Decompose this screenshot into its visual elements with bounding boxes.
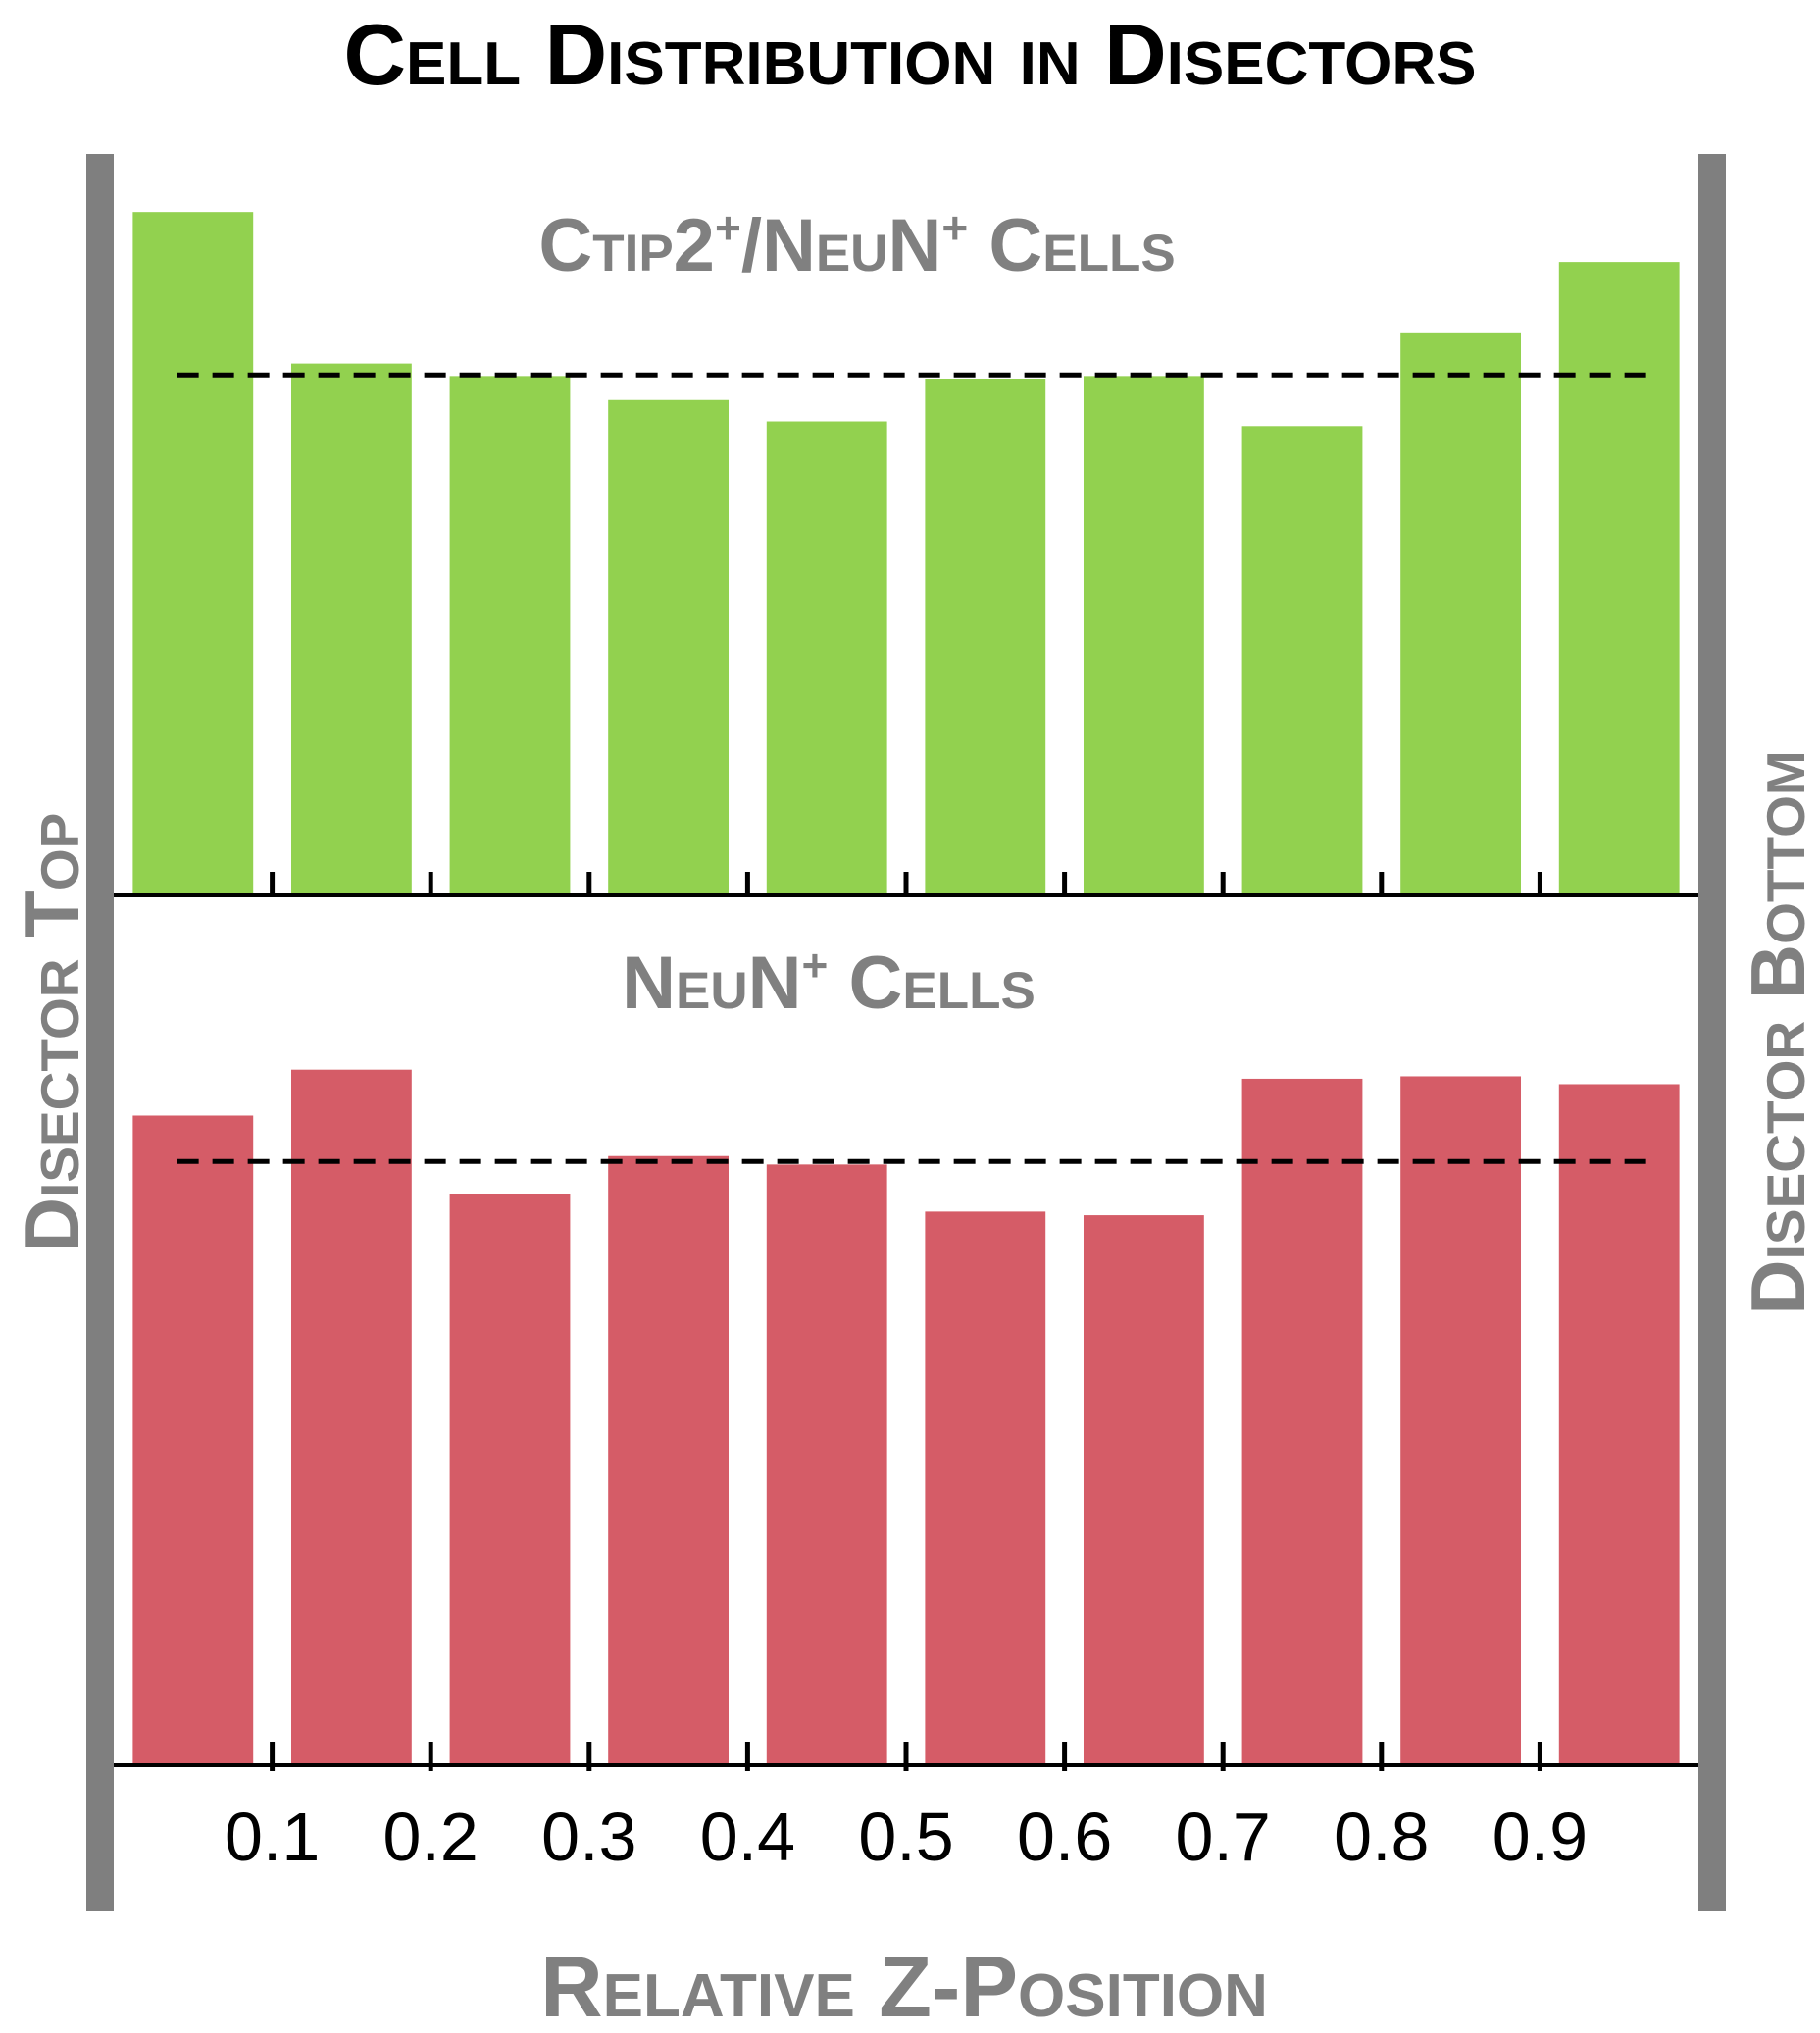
neun-bar-6 [925,1211,1046,1765]
neun-bar-7 [1083,1215,1204,1765]
ctip2-bar-10 [1558,262,1680,895]
right-side-bar [1698,154,1726,1911]
neun-bar-4 [608,1155,730,1765]
neun-bar-8 [1241,1078,1363,1765]
neun-panel: NeuN+ Cells 0.1 0.2 0.3 0.4 0.5 0.6 0.7 0.8 0.9 [114,940,1698,1875]
ctip2-bar-6 [925,379,1046,895]
disector-bottom-label: Disector Bottom [1735,750,1820,1314]
neun-panel-title: NeuN+ Cells [622,940,1036,1025]
x-tick-label-5: 0.5 [858,1799,953,1875]
x-tick-label-9: 0.9 [1492,1799,1588,1875]
x-tick-label-2: 0.2 [383,1799,479,1875]
ctip2-bar-1 [132,212,254,896]
x-tick-label-1: 0.1 [225,1799,320,1875]
neun-bar-1 [132,1115,254,1765]
neun-bar-3 [449,1194,571,1765]
left-side-bar [86,154,114,1911]
ctip2-bar-4 [608,399,730,895]
ctip2-neun-panel: Ctip2+/NeuN+ Cells [114,202,1698,897]
neun-bar-9 [1400,1076,1522,1765]
x-tick-label-4: 0.4 [700,1799,795,1875]
neun-bar-2 [290,1069,412,1765]
x-tick-label-8: 0.8 [1334,1799,1429,1875]
neun-bar-5 [766,1164,887,1765]
ctip2-panel-title: Ctip2+/NeuN+ Cells [538,202,1175,287]
ctip2-bar-7 [1083,376,1204,895]
x-tick-label-7: 0.7 [1176,1799,1271,1875]
x-axis-label: Relative Z-Position [540,1938,1268,2033]
ctip2-bar-2 [290,363,412,895]
chart-title: Cell Distribution in Disectors [343,6,1476,103]
x-tick-label-6: 0.6 [1017,1799,1112,1875]
ctip2-bar-8 [1241,426,1363,895]
ctip2-bar-5 [766,421,887,895]
ctip2-bar-9 [1400,332,1522,895]
ctip2-bar-3 [449,376,571,895]
disector-top-label: Disector Top [9,813,95,1253]
x-tick-label-3: 0.3 [541,1799,636,1875]
neun-bar-10 [1558,1084,1680,1765]
